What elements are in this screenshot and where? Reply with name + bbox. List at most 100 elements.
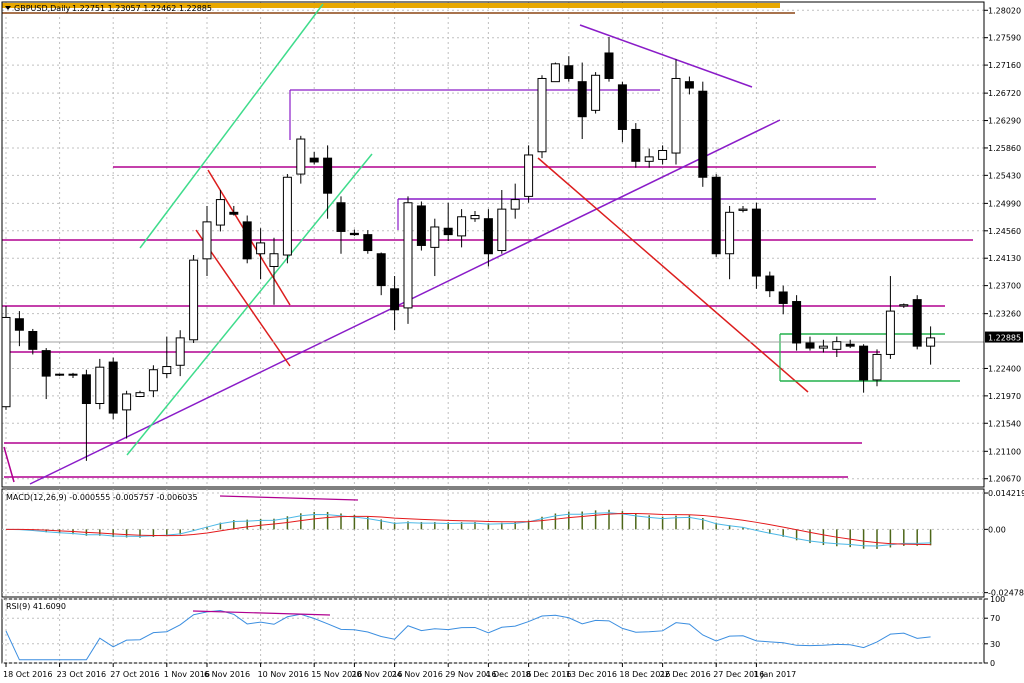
candle <box>751 202 761 289</box>
candle <box>28 328 38 355</box>
candle-body <box>885 310 895 355</box>
candle <box>14 311 24 347</box>
candle <box>108 357 118 420</box>
candle-body <box>457 216 467 237</box>
candle-body <box>256 242 266 255</box>
candle-body <box>510 199 520 210</box>
price-tick-label: 1.26720 <box>988 89 1021 98</box>
candle-body <box>28 330 38 350</box>
candle <box>524 145 534 203</box>
rsi-lines <box>5 610 931 661</box>
candle <box>135 390 145 398</box>
candle <box>510 183 520 219</box>
price-panel[interactable]: GBPUSD,Daily 1.22751 1.23057 1.22462 1.2… <box>1 1 985 488</box>
ohlc-text: 1.22751 1.23057 1.22462 1.22885 <box>72 4 212 13</box>
candle <box>416 201 426 251</box>
macd-panel-border <box>1 488 985 598</box>
date-tick-label: 8 Dec 2016 <box>526 670 572 679</box>
candle-body <box>443 227 453 236</box>
candle <box>483 209 493 267</box>
candle-body <box>604 52 614 79</box>
candle-body <box>765 275 775 292</box>
candle <box>336 196 346 254</box>
candle-body <box>537 77 547 153</box>
date-tick-label: 27 Dec 2016 <box>713 670 764 679</box>
candle <box>631 123 641 168</box>
price-tick-label: 1.28020 <box>988 6 1021 15</box>
candle-body <box>617 84 627 130</box>
candle <box>457 209 467 248</box>
red-channel-line <box>195 229 291 367</box>
candle-body <box>644 156 654 162</box>
window-title: GBPUSD,Daily 1.22751 1.23057 1.22462 1.2… <box>5 4 212 13</box>
macd-tick-label: 0.00 <box>988 525 1006 534</box>
candle-body <box>242 221 252 260</box>
price-tick-label: 1.20670 <box>988 475 1021 484</box>
candle <box>1 306 11 410</box>
date-tick-label: 22 Dec 2016 <box>660 670 711 679</box>
candle-body <box>282 176 292 256</box>
candle-body <box>550 63 560 83</box>
date-tick-label: 27 Oct 2016 <box>110 670 159 679</box>
price-tick-label: 1.21100 <box>988 447 1021 456</box>
gold-zone <box>2 3 780 8</box>
price-tick-label: 1.22400 <box>988 364 1021 373</box>
candle-body <box>229 211 239 215</box>
macd-panel[interactable]: MACD(12,26,9) -0.000555 -0.005757 -0.006… <box>1 488 985 598</box>
date-tick-label: 29 Nov 2016 <box>445 670 496 679</box>
chevron-down-icon[interactable] <box>5 6 11 10</box>
current-price-marker: 1.22885 <box>985 331 1023 343</box>
candle <box>926 326 936 365</box>
candle <box>805 336 815 351</box>
candle-body <box>872 353 882 381</box>
candle <box>376 252 386 296</box>
rsi-axis: 100 70 30 0 <box>984 595 1005 668</box>
candle <box>537 75 547 159</box>
candle <box>430 218 440 277</box>
candle <box>202 205 212 277</box>
macd-tick-label: -0.024787 <box>988 589 1024 598</box>
price-tick-label: 1.25430 <box>988 171 1021 180</box>
candle-body <box>497 208 507 252</box>
candle-body <box>68 373 78 376</box>
candle <box>390 276 400 331</box>
date-tick-label: 18 Oct 2016 <box>3 670 52 679</box>
candle-body <box>859 345 869 381</box>
candle-body <box>135 392 145 398</box>
candle <box>403 196 413 324</box>
symbol-title: GBPUSD,Daily <box>14 4 71 13</box>
candle-body <box>698 90 708 178</box>
candle-body <box>41 350 51 377</box>
rsi-title: RSI(9) 41.6090 <box>6 602 66 611</box>
candle <box>832 336 842 357</box>
price-tick-label: 1.23700 <box>988 282 1021 291</box>
candle-body <box>122 393 132 411</box>
candle-body <box>711 176 721 255</box>
candle-body <box>792 301 802 344</box>
candle-body <box>912 299 922 347</box>
rsi-panel[interactable]: RSI(9) 41.6090 <box>1 598 985 664</box>
candle-body <box>658 149 668 160</box>
date-tick-label: 20 Nov 2016 <box>351 670 402 679</box>
price-tick-label: 1.21540 <box>988 419 1021 428</box>
candle-body <box>363 234 373 252</box>
date-tick-label: 18 Dec 2016 <box>619 670 670 679</box>
candle-body <box>738 208 748 211</box>
candle <box>162 336 172 379</box>
price-grid <box>2 2 984 487</box>
date-tick-label: 1 Jan 2017 <box>753 670 796 679</box>
macd-grid <box>2 489 984 597</box>
candle-body <box>577 81 587 118</box>
rsi-tick-label: 0 <box>990 659 995 668</box>
candle-body <box>162 366 172 375</box>
candle-body <box>95 366 105 405</box>
candle <box>41 348 51 400</box>
price-tick-label: 1.27590 <box>988 34 1021 43</box>
green-channel-line <box>139 3 324 249</box>
candle <box>256 228 266 280</box>
red-trendline <box>537 157 809 393</box>
macd-signal-line <box>5 513 931 546</box>
candle-body <box>175 337 185 366</box>
candle-body <box>416 205 426 246</box>
